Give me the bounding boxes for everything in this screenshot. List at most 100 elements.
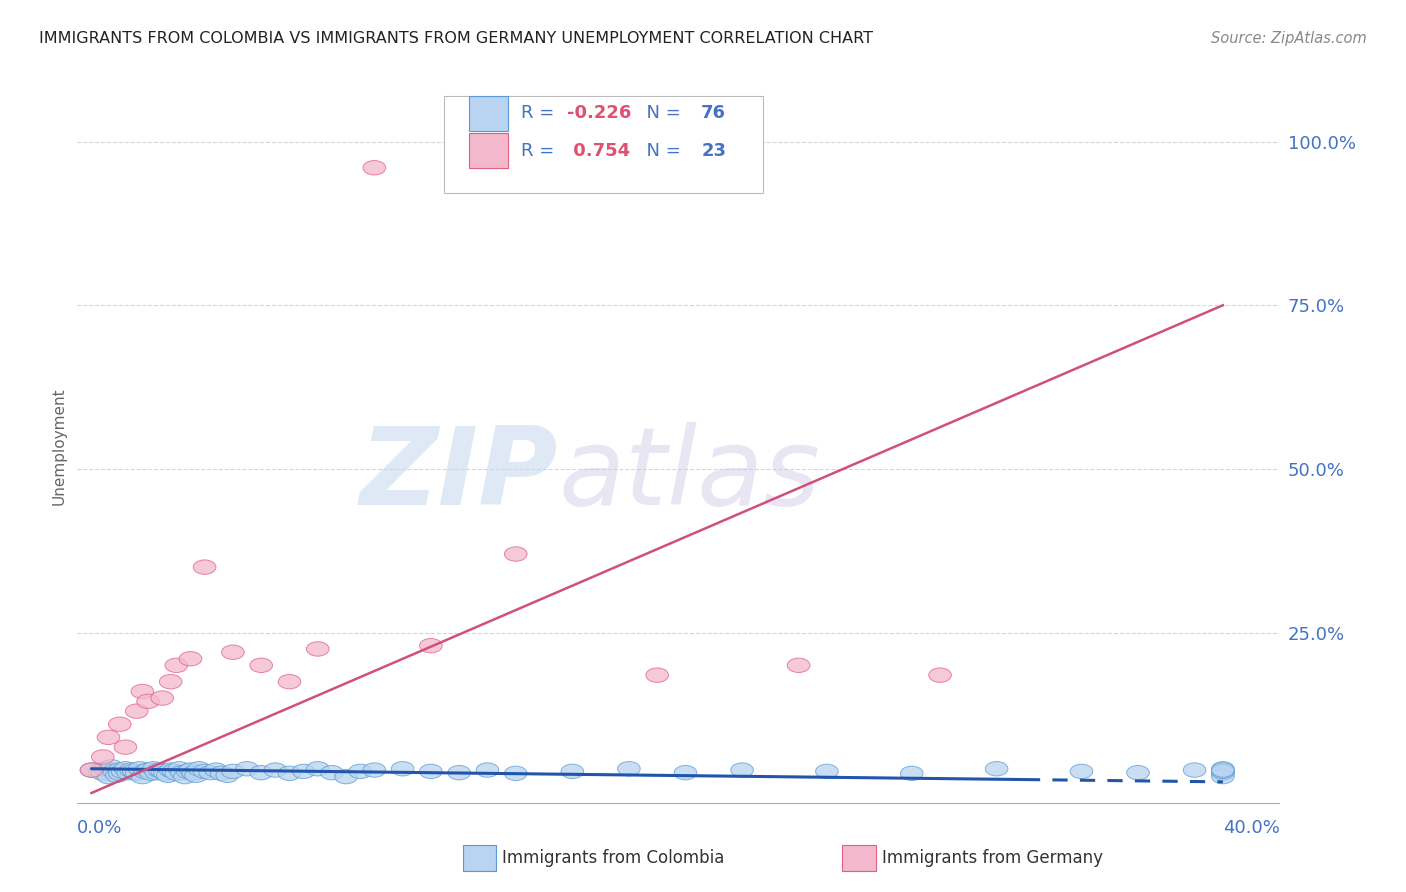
Text: Immigrants from Colombia: Immigrants from Colombia [502, 849, 724, 867]
Ellipse shape [136, 763, 159, 777]
Text: 0.0%: 0.0% [77, 819, 122, 837]
Text: atlas: atlas [558, 422, 820, 527]
Ellipse shape [449, 765, 471, 780]
Ellipse shape [278, 674, 301, 689]
Ellipse shape [217, 768, 239, 782]
Ellipse shape [103, 764, 125, 779]
Ellipse shape [211, 766, 233, 780]
Ellipse shape [505, 547, 527, 561]
Ellipse shape [162, 764, 184, 779]
Ellipse shape [145, 765, 167, 780]
Ellipse shape [419, 764, 443, 779]
Text: 0.754: 0.754 [567, 142, 630, 160]
Ellipse shape [250, 658, 273, 673]
Ellipse shape [363, 161, 385, 175]
Text: Immigrants from Germany: Immigrants from Germany [882, 849, 1102, 867]
FancyBboxPatch shape [470, 95, 508, 131]
Ellipse shape [505, 766, 527, 780]
Text: ZIP: ZIP [360, 422, 558, 527]
Ellipse shape [159, 763, 181, 777]
Ellipse shape [114, 740, 136, 755]
Ellipse shape [181, 766, 205, 780]
Ellipse shape [335, 770, 357, 784]
Ellipse shape [193, 764, 217, 779]
Ellipse shape [148, 763, 170, 777]
Ellipse shape [108, 763, 131, 777]
Ellipse shape [142, 762, 165, 776]
Ellipse shape [278, 766, 301, 780]
Ellipse shape [108, 717, 131, 731]
Ellipse shape [222, 645, 245, 659]
Ellipse shape [193, 560, 217, 574]
Ellipse shape [176, 764, 200, 779]
Ellipse shape [787, 658, 810, 673]
Ellipse shape [136, 694, 159, 708]
Ellipse shape [184, 768, 208, 782]
Ellipse shape [673, 765, 697, 780]
Ellipse shape [929, 668, 952, 682]
Ellipse shape [131, 684, 153, 698]
Ellipse shape [159, 674, 181, 689]
Ellipse shape [419, 639, 443, 653]
Ellipse shape [167, 762, 190, 776]
Ellipse shape [179, 763, 202, 777]
Ellipse shape [131, 770, 153, 784]
Ellipse shape [97, 770, 120, 784]
Ellipse shape [100, 760, 122, 774]
Ellipse shape [80, 763, 103, 777]
Ellipse shape [307, 641, 329, 657]
Ellipse shape [815, 764, 838, 779]
Ellipse shape [1212, 765, 1234, 780]
Ellipse shape [731, 763, 754, 777]
Ellipse shape [179, 651, 202, 666]
Ellipse shape [205, 763, 228, 777]
Ellipse shape [125, 766, 148, 780]
Ellipse shape [349, 764, 371, 779]
Ellipse shape [477, 763, 499, 777]
Ellipse shape [1070, 764, 1092, 779]
Text: 23: 23 [702, 142, 727, 160]
Ellipse shape [321, 765, 343, 780]
Ellipse shape [170, 765, 193, 780]
Text: 76: 76 [702, 104, 727, 122]
Ellipse shape [156, 768, 179, 782]
Ellipse shape [1212, 764, 1234, 779]
Ellipse shape [617, 762, 640, 776]
Ellipse shape [1212, 766, 1234, 780]
Text: R =: R = [520, 104, 560, 122]
Ellipse shape [222, 764, 245, 779]
Ellipse shape [1212, 770, 1234, 784]
Ellipse shape [986, 762, 1008, 776]
Ellipse shape [111, 764, 134, 779]
Ellipse shape [105, 768, 128, 782]
Ellipse shape [561, 764, 583, 779]
Ellipse shape [97, 731, 120, 745]
Ellipse shape [120, 763, 142, 777]
Ellipse shape [134, 764, 156, 779]
Ellipse shape [1212, 763, 1234, 777]
Text: -0.226: -0.226 [567, 104, 631, 122]
Ellipse shape [1212, 764, 1234, 779]
Ellipse shape [165, 766, 187, 780]
Ellipse shape [80, 763, 103, 777]
Ellipse shape [645, 668, 668, 682]
Ellipse shape [900, 766, 924, 780]
Ellipse shape [236, 762, 259, 776]
Ellipse shape [139, 766, 162, 780]
FancyBboxPatch shape [444, 96, 762, 193]
Ellipse shape [1184, 763, 1206, 777]
Ellipse shape [363, 763, 385, 777]
Y-axis label: Unemployment: Unemployment [51, 387, 66, 505]
Ellipse shape [108, 766, 131, 780]
Ellipse shape [128, 762, 150, 776]
Text: 40.0%: 40.0% [1223, 819, 1279, 837]
Ellipse shape [117, 765, 139, 780]
Ellipse shape [125, 704, 148, 718]
Text: Source: ZipAtlas.com: Source: ZipAtlas.com [1211, 31, 1367, 46]
Ellipse shape [91, 750, 114, 764]
Text: R =: R = [520, 142, 560, 160]
Text: N =: N = [636, 142, 686, 160]
Text: IMMIGRANTS FROM COLOMBIA VS IMMIGRANTS FROM GERMANY UNEMPLOYMENT CORRELATION CHA: IMMIGRANTS FROM COLOMBIA VS IMMIGRANTS F… [39, 31, 873, 46]
Ellipse shape [264, 763, 287, 777]
Text: N =: N = [636, 104, 686, 122]
